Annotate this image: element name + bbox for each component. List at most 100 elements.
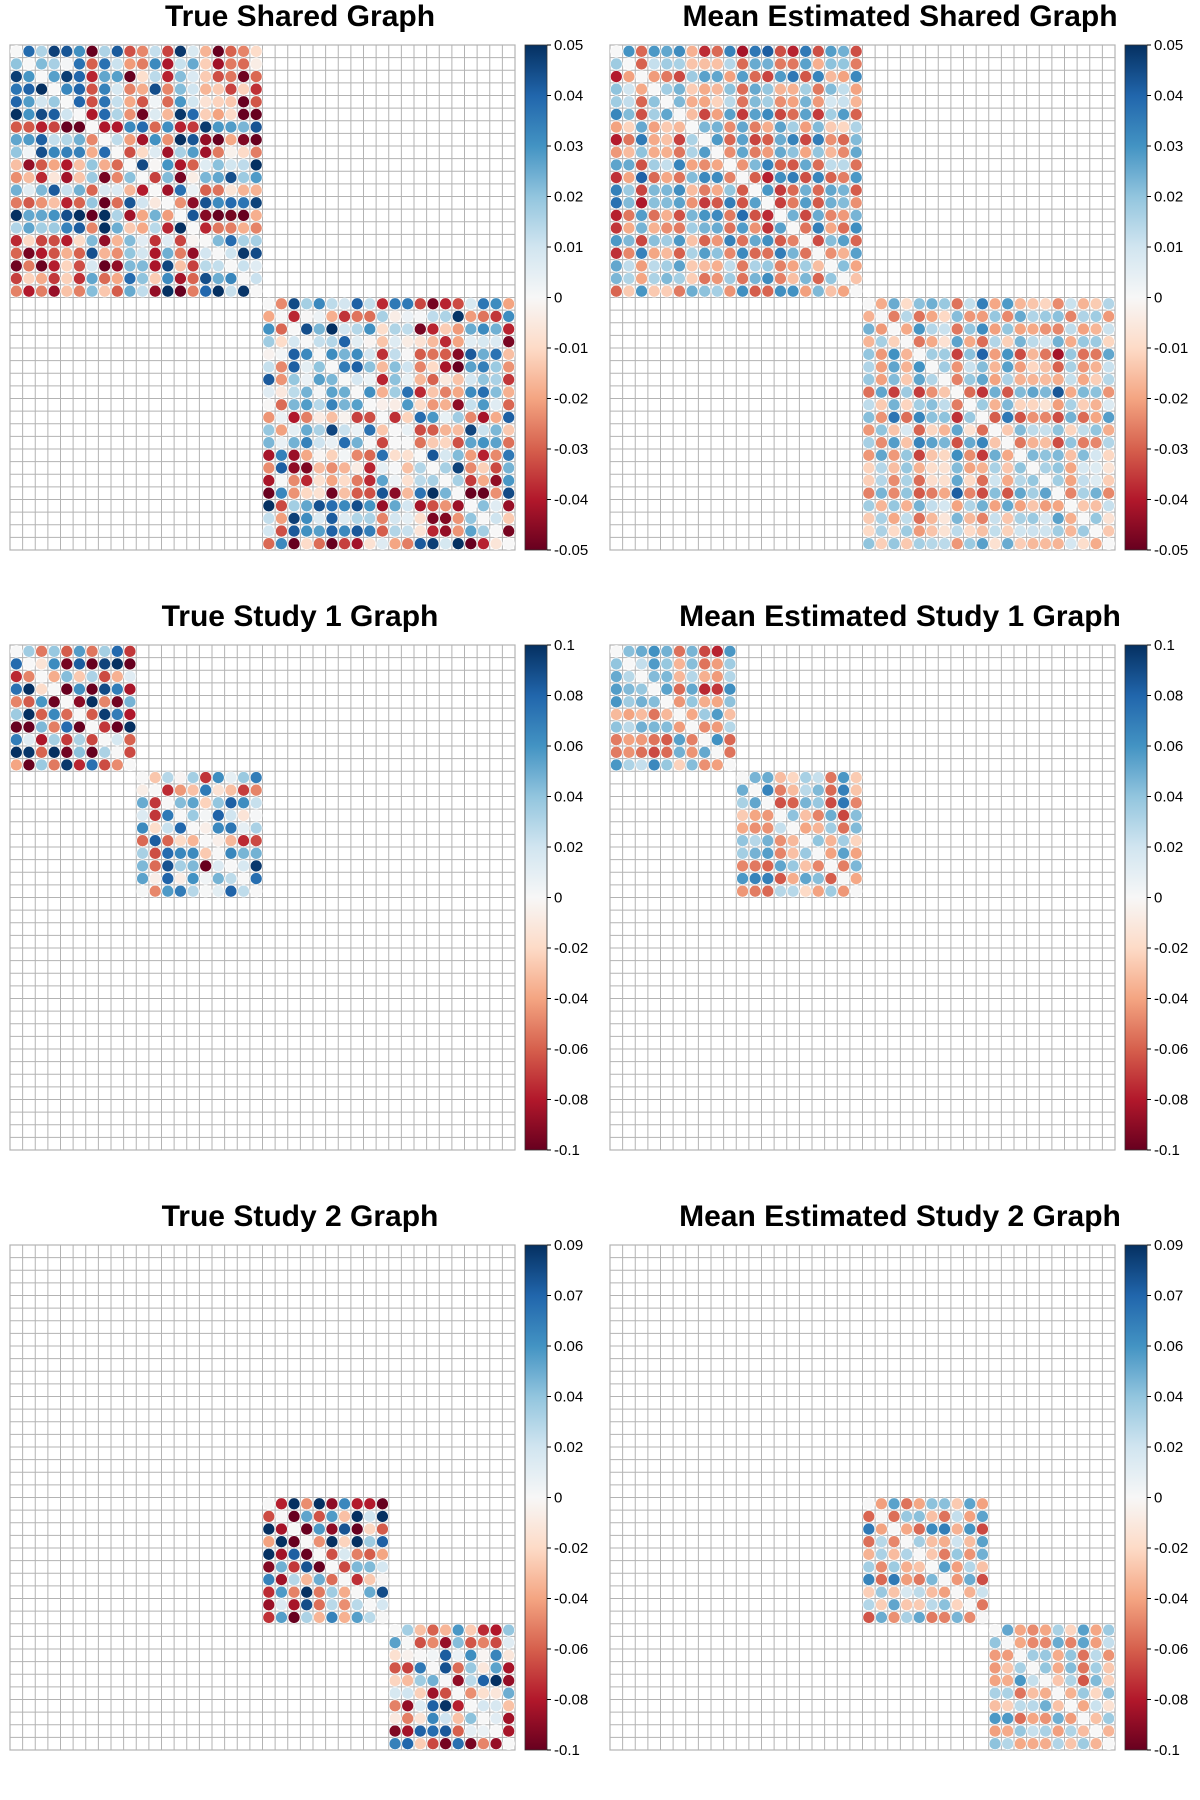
heatmap-dot <box>1039 1649 1052 1662</box>
heatmap-dot <box>502 461 515 475</box>
heatmap-dot <box>938 411 951 424</box>
heatmap-dot <box>761 234 775 247</box>
heatmap-dot <box>635 670 648 683</box>
heatmap-dot <box>875 486 888 500</box>
heatmap-dot <box>300 1497 313 1511</box>
heatmap-dot <box>660 108 674 121</box>
heatmap-dot <box>186 284 200 298</box>
heatmap-dot <box>711 196 724 210</box>
heatmap-dot <box>426 474 440 487</box>
heatmap-dot <box>913 348 926 361</box>
heatmap-dot <box>913 310 926 323</box>
heatmap-dot <box>224 847 238 860</box>
heatmap-dot <box>786 272 800 285</box>
heatmap-dot <box>262 512 276 525</box>
heatmap-dot <box>1026 1623 1040 1637</box>
heatmap-dot <box>736 771 749 784</box>
heatmap-dot <box>849 133 863 146</box>
heatmap-dot <box>489 398 503 412</box>
heatmap-dot <box>10 746 23 759</box>
heatmap-dot <box>622 57 636 71</box>
colorbar-tick-label: 0.06 <box>554 738 583 755</box>
colorbar-tick-label: -0.02 <box>1154 391 1188 408</box>
heatmap-dot <box>313 373 326 386</box>
heatmap-dot <box>685 158 699 172</box>
heatmap-dot <box>262 1510 276 1523</box>
heatmap-dot <box>489 461 503 475</box>
heatmap-dot <box>262 373 276 386</box>
heatmap-dot <box>925 373 939 386</box>
heatmap-dot <box>123 171 137 184</box>
heatmap-dot <box>237 783 250 797</box>
colorbar-tick-label: 0.05 <box>554 37 583 54</box>
heatmap-dot <box>477 474 490 487</box>
heatmap-dot <box>502 1636 515 1649</box>
heatmap-dot <box>1039 1623 1052 1637</box>
colorbar-tick-label: 0.07 <box>554 1288 583 1305</box>
heatmap-dot <box>85 708 99 721</box>
colorbar-tick-label: 0.04 <box>554 789 583 806</box>
heatmap-dot <box>161 771 175 784</box>
heatmap-dot <box>1014 1649 1027 1662</box>
heatmap-dot <box>1039 537 1052 550</box>
heatmap-dot <box>237 95 250 109</box>
heatmap-dot <box>1102 449 1115 462</box>
heatmap-dot <box>963 499 977 513</box>
heatmap-dot <box>685 708 699 721</box>
heatmap-dot <box>1001 449 1014 462</box>
heatmap-dot <box>900 373 913 386</box>
heatmap-dot <box>275 398 288 412</box>
heatmap-dot <box>10 247 23 260</box>
heatmap-dot <box>212 247 225 260</box>
heatmap-dot <box>249 70 263 83</box>
heatmap-dot <box>900 385 913 399</box>
heatmap-dot <box>925 1535 939 1548</box>
heatmap-dot <box>325 373 339 386</box>
panel-mean-estimated-shared-graph: Mean Estimated Shared Graph0.050.040.030… <box>609 0 1188 559</box>
heatmap-dot <box>925 537 939 550</box>
heatmap-dot <box>837 771 850 784</box>
heatmap-dot <box>123 695 137 709</box>
heatmap-dot <box>824 284 838 298</box>
heatmap-dot <box>22 45 36 58</box>
heatmap-dot <box>224 183 238 197</box>
heatmap-dot <box>350 1598 364 1612</box>
heatmap-dot <box>786 259 800 273</box>
heatmap-dot <box>786 771 800 784</box>
heatmap-dot <box>287 385 301 399</box>
heatmap-dot <box>350 322 364 336</box>
heatmap-dot <box>1089 1649 1103 1662</box>
colorbar-tick-label: 0.02 <box>1154 839 1183 856</box>
heatmap-dot <box>862 411 876 424</box>
heatmap-dot <box>73 221 86 235</box>
heatmap-dot <box>98 70 111 83</box>
heatmap-dot <box>938 322 951 336</box>
heatmap-dot <box>451 1661 465 1675</box>
heatmap-dot <box>477 411 490 424</box>
heatmap-dot <box>10 183 23 197</box>
heatmap-dot <box>950 1535 964 1548</box>
heatmap-dot <box>610 284 623 298</box>
heatmap-dot <box>35 272 48 285</box>
heatmap-dot <box>963 1510 977 1523</box>
heatmap-dot <box>35 171 48 184</box>
heatmap-dot <box>824 809 838 822</box>
heatmap-dot <box>938 373 951 386</box>
heatmap-dot <box>249 834 263 847</box>
heatmap-dot <box>849 272 863 285</box>
heatmap-dot <box>212 133 225 146</box>
heatmap-dot <box>224 783 238 797</box>
heatmap-dot <box>925 297 939 311</box>
heatmap-dot <box>439 436 452 449</box>
heatmap-dot <box>212 70 225 83</box>
heatmap-dot <box>489 1724 503 1738</box>
heatmap-dot <box>237 259 250 273</box>
heatmap-dot <box>1014 449 1027 462</box>
heatmap-dot <box>111 670 124 683</box>
heatmap-dot <box>136 209 149 222</box>
heatmap-dot <box>622 133 636 146</box>
heatmap-dot <box>477 322 490 336</box>
heatmap-dot <box>98 284 111 298</box>
heatmap-dot <box>47 146 61 159</box>
heatmap-dot <box>10 221 23 235</box>
